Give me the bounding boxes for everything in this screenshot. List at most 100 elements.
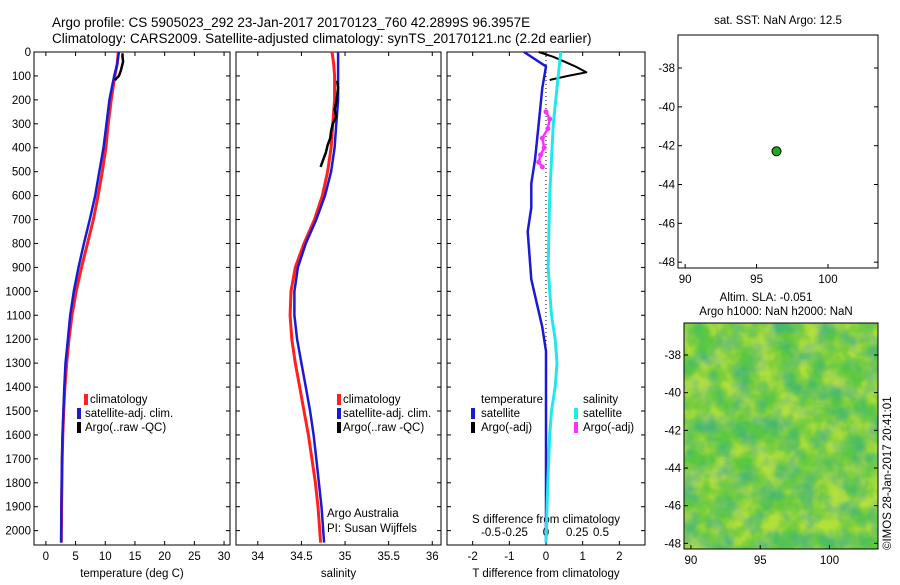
x-tick-label: 35.5: [377, 551, 399, 563]
y-tick-label: 500: [12, 167, 31, 179]
credit-pi: PI: Susan Wijffels: [327, 523, 417, 535]
y-tick-label: 1700: [5, 454, 31, 466]
temperature-panel: [33, 51, 231, 546]
y-tick-label: 0: [25, 47, 31, 59]
map-y-tick-label: -48: [658, 257, 675, 269]
header-line1: Argo profile: CS 5905023_292 23-Jan-2017…: [52, 15, 530, 30]
salinity-argo-point: [536, 159, 542, 165]
map-y-tick-label: -44: [664, 463, 681, 475]
legend-sal-satellite: satellite: [583, 408, 622, 420]
y-tick-label: 300: [12, 119, 31, 131]
legend-swatch-temp-argo: [471, 422, 475, 433]
y-tick-label: 600: [12, 191, 31, 203]
y-tick-label: 2000: [5, 526, 31, 538]
legend-swatch-sal-argo: [574, 422, 578, 433]
x2-tick-label: -0.25: [502, 527, 528, 539]
x-tick-label: -1: [504, 551, 514, 563]
x-tick-label: 10: [99, 551, 112, 563]
x-tick-label: 2: [616, 551, 622, 563]
map-y-tick-label: -40: [658, 102, 675, 114]
map-x-tick-label: 95: [750, 274, 763, 286]
map-y-tick-label: -40: [664, 388, 681, 400]
legend-climatology: climatology: [90, 394, 148, 406]
temperature-legend: climatology satellite-adj. clim. Argo(..…: [77, 394, 173, 434]
location-map: [677, 34, 879, 269]
x-tick-label: 34: [251, 551, 264, 563]
x-tick-label: 35: [339, 551, 352, 563]
heatmap-subtitle: Argo h1000: NaN h2000: NaN: [699, 306, 852, 318]
map-x-tick-label: 95: [754, 555, 767, 567]
map-x-tick-label: 100: [820, 555, 839, 567]
y-tick-label: 800: [12, 238, 31, 250]
salinity-argo-point: [538, 152, 543, 158]
x-tick-label: -2: [468, 551, 478, 563]
legend-swatch-sal-satellite: [574, 408, 578, 419]
legend-satellite: satellite-adj. clim.: [85, 408, 173, 420]
x-axis-label: salinity: [321, 568, 356, 580]
salinity-argo-point: [547, 116, 553, 122]
x2-tick-label: -0.5: [481, 527, 501, 539]
x-tick-label: 36: [426, 551, 439, 563]
salinity-argo-point: [541, 145, 547, 151]
map-y-tick-label: -42: [664, 425, 681, 437]
map-y-tick-label: -38: [658, 63, 675, 75]
legend-temp-argo: Argo(-adj): [481, 422, 532, 434]
legend-swatch-argo: [337, 422, 341, 433]
series-line-0-2: [113, 53, 125, 82]
series-line-2-1: [538, 51, 588, 82]
legend-argo: Argo(..raw -QC): [343, 422, 424, 434]
map-x-tick-label: 90: [679, 274, 692, 286]
credit-org: Argo Australia: [327, 508, 399, 520]
series-line-0-0: [59, 51, 120, 543]
x-tick-label: 5: [72, 551, 78, 563]
x2-tick-label: 0.25: [566, 527, 588, 539]
legend-swatch-temp-satellite: [471, 408, 475, 419]
salinity-legend: climatology satellite-adj. clim. Argo(..…: [337, 394, 431, 434]
x-axis-label: temperature (deg C): [80, 568, 184, 580]
map-y-tick-label: -38: [664, 350, 681, 362]
difference-legend: temperature salinity satellite Argo(-adj…: [471, 394, 634, 434]
x-tick-label: 1: [579, 551, 585, 563]
legend-salinity-title: salinity: [583, 394, 618, 406]
legend-swatch-climatology: [337, 394, 341, 405]
legend-temperature-title: temperature: [481, 394, 543, 406]
map-y-tick-label: -46: [664, 501, 681, 513]
legend-satellite: satellite-adj. clim.: [343, 408, 431, 420]
x2-tick-label: 0.5: [593, 527, 609, 539]
y-tick-label: 100: [12, 71, 31, 83]
header-line2: Climatology: CARS2009. Satellite-adjuste…: [52, 31, 592, 46]
map-y-tick-label: -46: [658, 218, 675, 230]
legend-swatch-satellite: [337, 408, 341, 419]
y-tick-label: 1000: [5, 286, 31, 298]
map-y-tick-label: -48: [664, 538, 681, 550]
sla-heatmap-frame: [683, 322, 879, 550]
legend-climatology: climatology: [343, 394, 401, 406]
watermark: ©IMOS 28-Jan-2017 20:41:01: [882, 396, 894, 550]
x-tick-label: 34.5: [290, 551, 312, 563]
y-tick-label: 200: [12, 95, 31, 107]
map-x-tick-label: 90: [685, 555, 698, 567]
series-line-1-1: [293, 52, 340, 543]
salinity-argo-point: [539, 164, 545, 170]
series-line-0-1: [59, 51, 121, 543]
x-tick-label: 0: [43, 551, 49, 563]
map-y-tick-label: -44: [658, 180, 675, 192]
y-tick-label: 400: [12, 143, 31, 155]
legend-sal-argo: Argo(-adj): [583, 422, 634, 434]
x-tick-label: 20: [158, 551, 171, 563]
y-tick-label: 1900: [5, 502, 31, 514]
salinity-panel: [235, 51, 442, 546]
salinity-argo-point: [543, 109, 549, 115]
series-line-1-0: [288, 51, 337, 543]
y-tick-label: 1300: [5, 358, 31, 370]
sla-heatmap: [684, 323, 878, 549]
salinity-argo-point: [545, 126, 551, 132]
profile-location-marker: [771, 146, 782, 157]
series-line-2-2: [544, 51, 563, 543]
y-tick-label: 900: [12, 262, 31, 274]
x-tick-label: 25: [188, 551, 201, 563]
y-tick-label: 1500: [5, 406, 31, 418]
y-tick-label: 1400: [5, 382, 31, 394]
legend-temp-satellite: satellite: [481, 408, 520, 420]
